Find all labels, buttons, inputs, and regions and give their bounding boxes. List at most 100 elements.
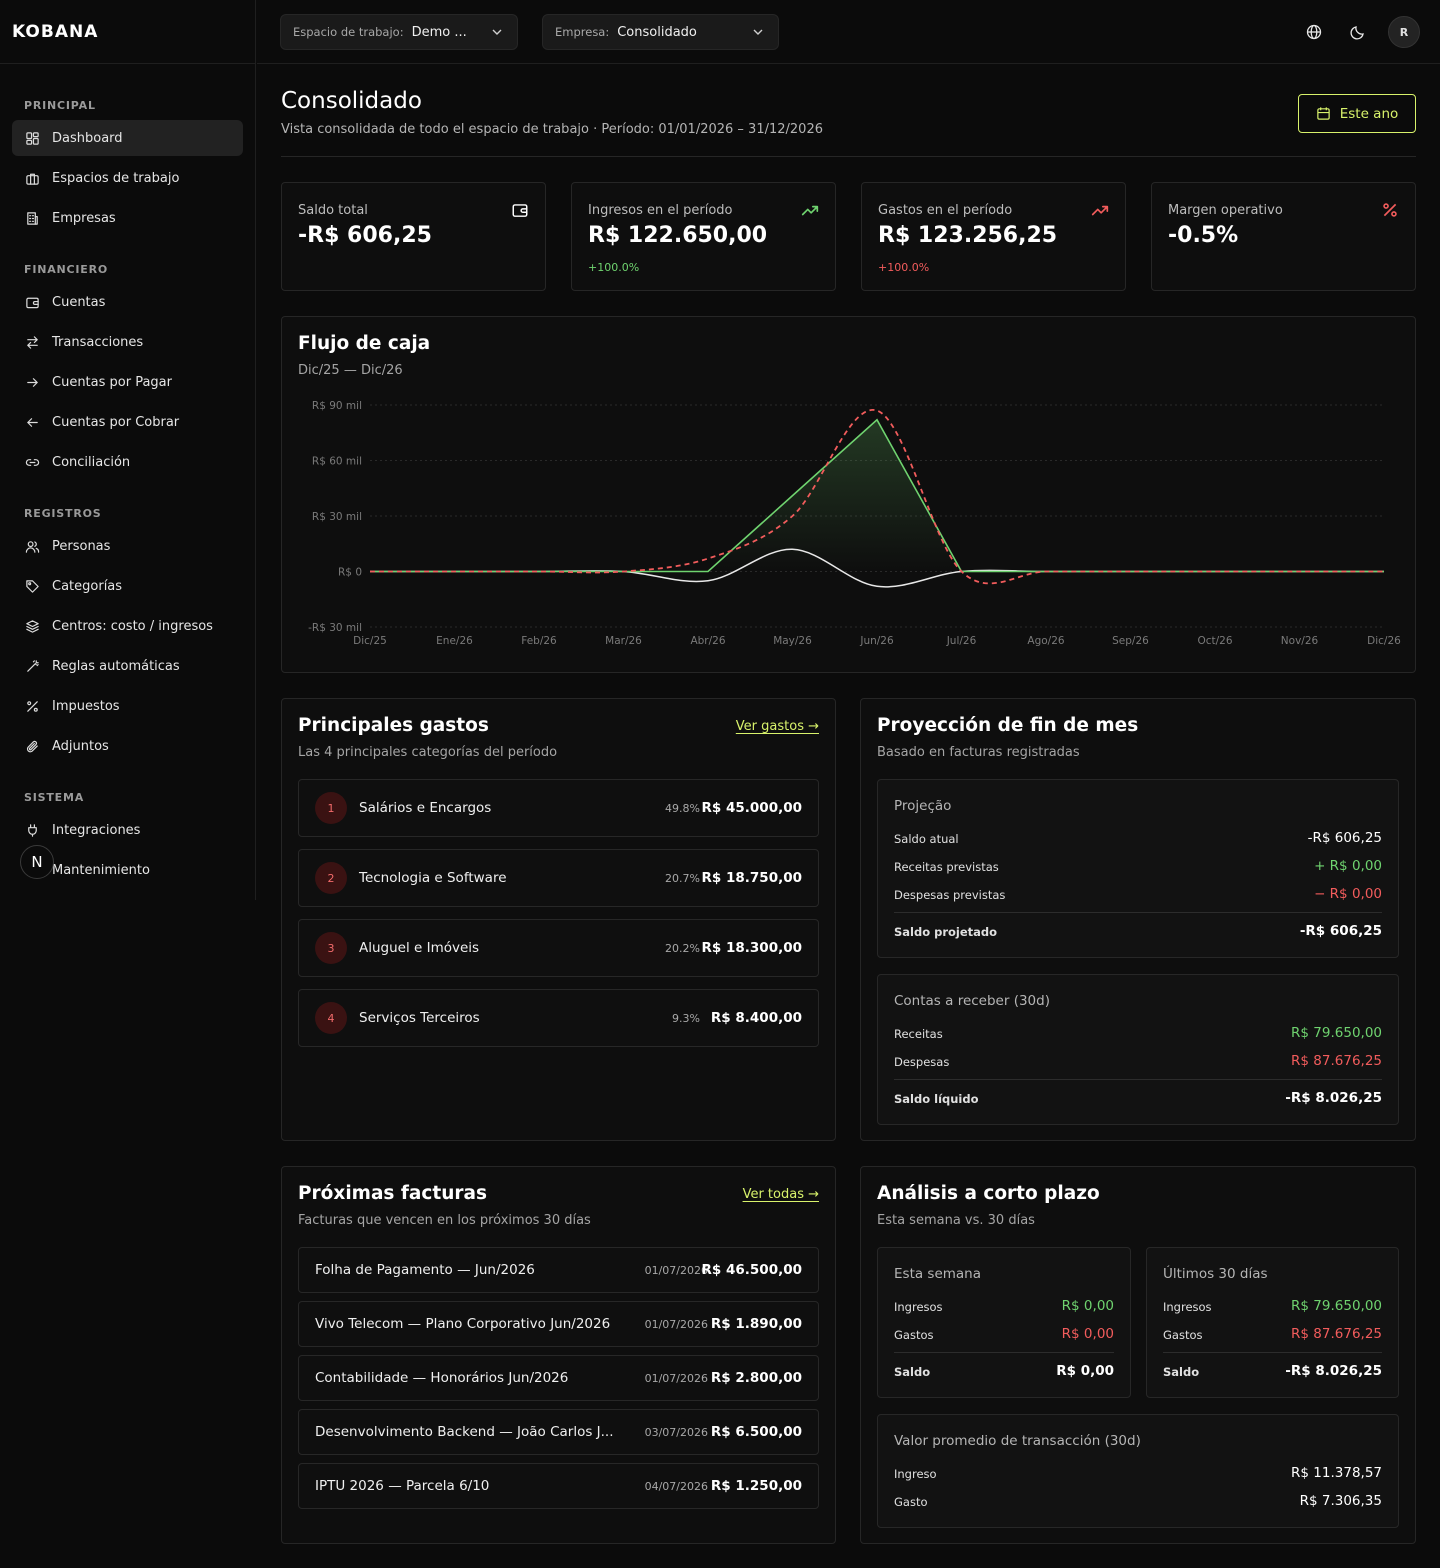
sidebar-item-centros-costo-ingresos[interactable]: Centros: costo / ingresos [12, 608, 243, 644]
avg-expense-label: Gasto [894, 1495, 928, 1509]
y-tick-label: R$ 60 mil [312, 456, 362, 468]
sidebar-item-label: Adjuntos [52, 738, 109, 754]
wallet-icon [24, 294, 40, 310]
divider [894, 1079, 1382, 1080]
projection-row-value: -R$ 606,25 [1307, 830, 1382, 846]
invoice-amount: R$ 1.250,00 [710, 1478, 802, 1494]
sidebar-item-label: Mantenimiento [52, 862, 150, 878]
briefcase-icon [24, 170, 40, 186]
sidebar-item-label: Transacciones [52, 334, 144, 350]
floating-badge-label: N [31, 853, 43, 871]
expense-amount: R$ 8.400,00 [710, 1010, 802, 1026]
receivables-row-value: R$ 87.676,25 [1291, 1053, 1382, 1069]
language-button[interactable] [1298, 16, 1330, 48]
building-icon [24, 210, 40, 226]
sidebar-item-categorías[interactable]: Categorías [12, 568, 243, 604]
sidebar-item-adjuntos[interactable]: Adjuntos [12, 728, 243, 764]
projection-box-title: Projeção [894, 798, 952, 814]
week-box-title: Esta semana [894, 1266, 982, 1282]
sidebar-item-dashboard[interactable]: Dashboard [12, 120, 243, 156]
x-tick-label: Sep/26 [1112, 635, 1149, 647]
invoice-amount: R$ 2.800,00 [710, 1370, 802, 1386]
projection-total-label: Saldo projetado [894, 925, 998, 939]
company-select[interactable]: Empresa: Consolidado [542, 14, 779, 50]
week-income-label: Ingresos [894, 1300, 943, 1314]
nav-section-registros: REGISTROS [24, 507, 102, 520]
moon-icon [1350, 26, 1364, 40]
week-expense-label: Gastos [894, 1328, 934, 1342]
expense-row[interactable]: 4 Serviços Terceiros 9.3% R$ 8.400,00 [298, 989, 819, 1047]
invoice-name: Desenvolvimento Backend — João Carlos J.… [315, 1424, 614, 1440]
analysis-subtitle: Esta semana vs. 30 días [877, 1213, 1035, 1228]
sidebar-item-cuentas-por-cobrar[interactable]: Cuentas por Cobrar [12, 404, 243, 440]
invoice-due-date: 04/07/2026 [644, 1480, 708, 1493]
receivables-row-label: Receitas [894, 1027, 943, 1041]
invoice-name: Vivo Telecom — Plano Corporativo Jun/202… [315, 1316, 611, 1332]
sidebar-item-espacios-de-trabajo[interactable]: Espacios de trabajo [12, 160, 243, 196]
sidebar-item-conciliación[interactable]: Conciliación [12, 444, 243, 480]
receivables-row-label: Despesas [894, 1055, 950, 1069]
month-balance-value: -R$ 8.026,25 [1285, 1363, 1382, 1379]
invoice-amount: R$ 1.890,00 [710, 1316, 802, 1332]
company-select-value: Consolidado [617, 24, 697, 40]
expense-row[interactable]: 2 Tecnologia e Software 20.7% R$ 18.750,… [298, 849, 819, 907]
sidebar-item-integraciones[interactable]: Integraciones [12, 812, 243, 848]
invoice-row[interactable]: Vivo Telecom — Plano Corporativo Jun/202… [298, 1301, 819, 1347]
expense-row[interactable]: 3 Aluguel e Imóveis 20.2% R$ 18.300,00 [298, 919, 819, 977]
avg-income-label: Ingreso [894, 1467, 937, 1481]
period-button[interactable]: Este ano [1298, 94, 1416, 133]
globe-icon [1306, 24, 1322, 40]
analysis-title: Análisis a corto plazo [877, 1183, 1100, 1204]
invoice-row[interactable]: Folha de Pagamento — Jun/2026 01/07/2026… [298, 1247, 819, 1293]
x-tick-label: Oct/26 [1197, 635, 1232, 647]
expense-category-name: Salários e Encargos [359, 800, 492, 816]
sidebar-item-label: Dashboard [52, 130, 123, 146]
sidebar-item-personas[interactable]: Personas [12, 528, 243, 564]
nav-section-sistema: SISTEMA [24, 791, 85, 804]
divider [894, 912, 1382, 913]
header-divider [281, 156, 1416, 157]
y-tick-label: -R$ 30 mil [308, 622, 362, 634]
sidebar-item-reglas-automáticas[interactable]: Reglas automáticas [12, 648, 243, 684]
invoice-row[interactable]: IPTU 2026 — Parcela 6/10 04/07/2026 R$ 1… [298, 1463, 819, 1509]
invoice-name: Folha de Pagamento — Jun/2026 [315, 1262, 535, 1278]
sidebar-item-cuentas-por-pagar[interactable]: Cuentas por Pagar [12, 364, 243, 400]
x-tick-label: Dic/26 [1367, 635, 1401, 647]
arrow-right-icon [24, 374, 40, 390]
sidebar-item-label: Centros: costo / ingresos [52, 618, 213, 634]
invoice-row[interactable]: Contabilidade — Honorários Jun/2026 01/0… [298, 1355, 819, 1401]
workspace-select-label: Espacio de trabajo: [293, 25, 404, 39]
kpi-label: Margen operativo [1168, 203, 1283, 218]
invoice-row[interactable]: Desenvolvimento Backend — João Carlos J.… [298, 1409, 819, 1455]
sidebar-item-label: Reglas automáticas [52, 658, 180, 674]
brand-logo[interactable]: KOBANA [0, 0, 255, 64]
expense-amount: R$ 18.750,00 [701, 870, 803, 886]
workspace-select[interactable]: Espacio de trabajo: Demo ... [280, 14, 518, 50]
expense-percentage: 20.2% [665, 942, 700, 955]
chevron-down-icon [753, 29, 763, 35]
percent-icon [24, 698, 40, 714]
sidebar-item-impuestos[interactable]: Impuestos [12, 688, 243, 724]
sidebar-item-cuentas[interactable]: Cuentas [12, 284, 243, 320]
theme-toggle-button[interactable] [1342, 16, 1374, 48]
invoices-subtitle: Facturas que vencen en los próximos 30 d… [298, 1213, 591, 1228]
user-avatar[interactable]: R [1388, 16, 1420, 48]
sidebar-item-empresas[interactable]: Empresas [12, 200, 243, 236]
sidebar: KOBANA PRINCIPAL Dashboard Espacios de tra… [0, 0, 256, 900]
plug-icon [24, 822, 40, 838]
paperclip-icon [24, 738, 40, 754]
wallet-icon [512, 204, 528, 217]
view-expenses-link[interactable]: Ver gastos → [735, 719, 819, 734]
invoice-name: IPTU 2026 — Parcela 6/10 [315, 1478, 490, 1494]
arrows-swap-icon [24, 334, 40, 350]
x-tick-label: Feb/26 [521, 635, 557, 647]
invoices-title: Próximas facturas [298, 1183, 488, 1204]
sidebar-item-transacciones[interactable]: Transacciones [12, 324, 243, 360]
wand-icon [24, 658, 40, 674]
expense-row[interactable]: 1 Salários e Encargos 49.8% R$ 45.000,00 [298, 779, 819, 837]
projection-row-value: + R$ 0,00 [1314, 858, 1382, 874]
floating-badge[interactable]: N [20, 845, 54, 879]
sidebar-item-label: Espacios de trabajo [52, 170, 180, 186]
cashflow-chart: R$ 90 mil R$ 60 mil R$ 30 mil R$ 0 -R$ 30 mi… [308, 400, 1401, 647]
view-all-invoices-link[interactable]: Ver todas → [742, 1187, 819, 1202]
